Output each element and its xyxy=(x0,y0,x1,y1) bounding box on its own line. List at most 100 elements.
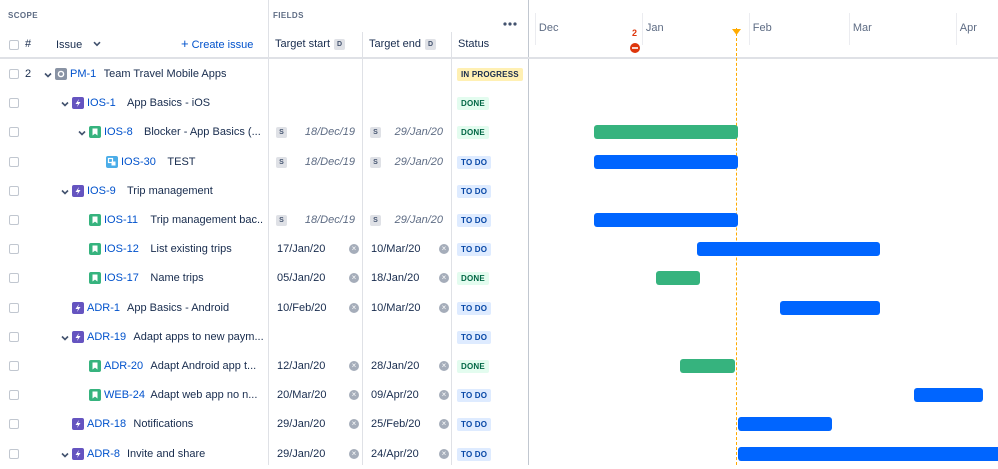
issue-key-link[interactable]: ADR-19 xyxy=(87,330,127,343)
target-end-header[interactable]: Target end D xyxy=(369,38,436,50)
target-start-value[interactable]: 17/Jan/20 xyxy=(277,243,326,256)
table-row[interactable]: IOS-11 Trip management bac... S 18/Dec/19 S 2… xyxy=(0,206,998,235)
issue-key-link[interactable]: IOS-8 xyxy=(104,126,133,139)
status-badge[interactable]: TO DO xyxy=(457,330,492,344)
table-row[interactable]: ADR-18 Notifications 29/Jan/20 × 25/Feb/20 × T… xyxy=(0,410,998,439)
issue-summary[interactable]: List existing trips xyxy=(150,243,232,256)
table-row[interactable]: IOS-17 Name trips 05/Jan/20 × 18/Jan/20 × DONE xyxy=(0,264,998,293)
target-start-header[interactable]: Target start D xyxy=(275,38,346,50)
table-row[interactable]: WEB-24 Adapt web app no n... 20/Mar/20 × 09/… xyxy=(0,381,998,410)
status-badge[interactable]: TO DO xyxy=(457,418,492,432)
status-badge[interactable]: DONE xyxy=(457,360,489,373)
table-row[interactable]: IOS-9 Trip management TO DO xyxy=(0,177,998,206)
issue-key-link[interactable]: ADR-18 xyxy=(87,418,127,431)
timeline-bar[interactable] xyxy=(738,417,832,432)
select-all-checkbox[interactable] xyxy=(9,40,19,50)
target-end-value[interactable]: 10/Mar/20 xyxy=(371,301,421,314)
issue-key-link[interactable]: IOS-11 xyxy=(104,214,139,226)
target-end-value[interactable]: 29/Jan/20 xyxy=(394,126,443,139)
status-badge[interactable]: DONE xyxy=(457,126,489,140)
issue-summary[interactable]: Trip management xyxy=(127,184,213,197)
row-checkbox[interactable] xyxy=(9,156,19,167)
status-badge[interactable]: TO DO xyxy=(457,155,492,169)
issue-key-link[interactable]: IOS-17 xyxy=(104,272,139,285)
issue-key-link[interactable]: ADR-1 xyxy=(87,301,121,314)
target-start-value[interactable]: 05/Jan/20 xyxy=(277,272,326,285)
row-checkbox[interactable] xyxy=(9,185,19,196)
issue-key-link[interactable]: IOS-12 xyxy=(104,243,139,256)
chevron-down-icon[interactable] xyxy=(61,448,69,460)
timeline-bar[interactable] xyxy=(593,154,739,169)
target-start-value[interactable]: 10/Feb/20 xyxy=(277,301,327,314)
timeline-bar[interactable] xyxy=(738,446,998,461)
table-row[interactable]: ADR-19 Adapt apps to new paym... TO DO xyxy=(0,323,998,352)
status-badge[interactable]: TO DO xyxy=(457,214,492,227)
clear-icon[interactable]: × xyxy=(439,361,449,371)
target-start-value[interactable]: 20/Mar/20 xyxy=(277,389,327,402)
status-header[interactable]: Status xyxy=(458,38,490,50)
issue-key-link[interactable]: WEB-24 xyxy=(104,389,145,402)
status-badge[interactable]: TO DO xyxy=(457,184,492,198)
clear-icon[interactable]: × xyxy=(439,302,449,313)
issue-summary[interactable]: Adapt apps to new paym... xyxy=(133,330,264,343)
target-end-value[interactable]: 28/Jan/20 xyxy=(371,360,420,372)
issue-summary[interactable]: Invite and share xyxy=(127,447,206,460)
target-start-value[interactable]: 12/Jan/20 xyxy=(277,360,326,372)
table-row[interactable]: IOS-30 TEST S 18/Dec/19 S 29/Jan/20 TO DO xyxy=(0,148,998,177)
target-end-value[interactable]: 24/Apr/20 xyxy=(371,447,419,460)
issue-summary[interactable]: Team Travel Mobile Apps xyxy=(103,68,227,80)
clear-icon[interactable]: × xyxy=(439,273,449,284)
row-checkbox[interactable] xyxy=(9,302,19,313)
target-end-value[interactable]: 18/Jan/20 xyxy=(371,272,420,285)
target-end-value[interactable]: 29/Jan/20 xyxy=(394,155,443,168)
clear-icon[interactable]: × xyxy=(349,419,359,430)
chevron-down-icon[interactable] xyxy=(61,97,69,109)
clear-icon[interactable]: × xyxy=(439,390,449,401)
issue-summary[interactable]: Name trips xyxy=(150,272,204,285)
target-end-value[interactable]: 25/Feb/20 xyxy=(371,418,421,431)
target-start-value[interactable]: 18/Dec/19 xyxy=(304,126,355,139)
status-badge[interactable]: DONE xyxy=(457,272,489,286)
issue-key-link[interactable]: PM-1 xyxy=(70,68,97,80)
row-checkbox[interactable] xyxy=(9,244,19,255)
status-badge[interactable]: IN PROGRESS xyxy=(457,68,523,81)
target-end-value[interactable]: 10/Mar/20 xyxy=(371,243,421,256)
clear-icon[interactable]: × xyxy=(349,448,359,459)
clear-icon[interactable]: × xyxy=(349,273,359,284)
clear-icon[interactable]: × xyxy=(349,244,359,255)
chevron-down-icon[interactable] xyxy=(61,331,69,343)
timeline-bar[interactable] xyxy=(697,242,880,257)
chevron-down-icon[interactable] xyxy=(44,68,52,80)
clear-icon[interactable]: × xyxy=(349,361,359,371)
issue-summary[interactable]: App Basics - iOS xyxy=(127,97,211,110)
target-start-value[interactable]: 29/Jan/20 xyxy=(277,418,326,431)
issue-summary[interactable]: TEST xyxy=(167,155,196,168)
target-start-value[interactable]: 18/Dec/19 xyxy=(304,214,355,226)
table-row[interactable]: IOS-1 App Basics - iOS DONE xyxy=(0,89,998,118)
timeline-bar[interactable] xyxy=(655,271,701,286)
row-checkbox[interactable] xyxy=(9,273,19,284)
table-row[interactable]: ADR-20 Adapt Android app t... 12/Jan/20 × 28… xyxy=(0,352,998,381)
issue-summary[interactable]: Adapt web app no n... xyxy=(150,389,258,402)
chevron-down-icon[interactable] xyxy=(61,185,69,197)
table-row[interactable]: ADR-8 Invite and share 29/Jan/20 × 24/Apr/20… xyxy=(0,440,998,469)
issue-key-link[interactable]: IOS-9 xyxy=(87,184,116,197)
timeline-bar[interactable] xyxy=(593,125,739,140)
issue-column-header[interactable]: Issue xyxy=(56,38,101,51)
row-checkbox[interactable] xyxy=(9,127,19,138)
row-checkbox[interactable] xyxy=(9,361,19,371)
timeline-bar[interactable] xyxy=(593,213,739,227)
table-row[interactable]: IOS-8 Blocker - App Basics (... S 18/Dec/19… xyxy=(0,118,998,147)
issue-key-link[interactable]: ADR-8 xyxy=(87,447,121,460)
status-badge[interactable]: TO DO xyxy=(457,301,492,315)
target-start-value[interactable]: 18/Dec/19 xyxy=(304,155,355,168)
chevron-down-icon[interactable] xyxy=(78,126,86,138)
issue-key-link[interactable]: IOS-30 xyxy=(121,155,156,168)
table-row[interactable]: ADR-1 App Basics - Android 10/Feb/20 × 10/Ma… xyxy=(0,294,998,323)
row-checkbox[interactable] xyxy=(9,419,19,430)
issue-summary[interactable]: Adapt Android app t... xyxy=(150,360,257,372)
status-badge[interactable]: TO DO xyxy=(457,447,492,461)
row-checkbox[interactable] xyxy=(9,215,19,225)
issue-summary[interactable]: Notifications xyxy=(133,418,194,431)
clear-icon[interactable]: × xyxy=(349,302,359,313)
